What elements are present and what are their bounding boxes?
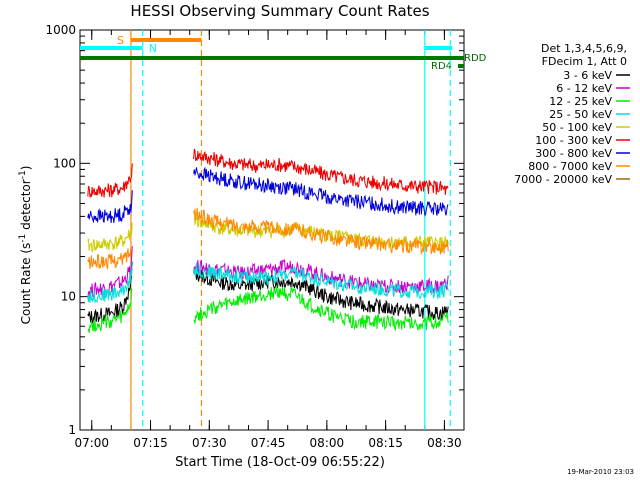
series-line — [193, 267, 449, 321]
legend-label: 50 - 100 keV — [542, 121, 612, 134]
legend-header-line-2: FDecim 1, Att 0 — [542, 55, 627, 68]
ylabel-sup: -1 — [18, 170, 28, 179]
plot-frame — [79, 29, 465, 431]
footer-timestamp: 19-Mar-2010 23:03 — [567, 468, 634, 476]
legend-header-line-1: Det 1,3,4,5,6,9, — [541, 42, 627, 55]
ylabel-sup: -1 — [18, 234, 28, 243]
x-tick-label: 07:00 — [74, 436, 109, 450]
legend-label: 12 - 25 keV — [549, 95, 612, 108]
series-line — [87, 246, 133, 299]
ylabel-part: detector — [19, 179, 33, 234]
y-tick-label: 1 — [68, 423, 76, 437]
x-tick-label: 07:45 — [251, 436, 286, 450]
legend-label: 7000 - 20000 keV — [514, 173, 612, 186]
legend-label: 800 - 7000 keV — [528, 160, 612, 173]
rd4-label: RD4 — [431, 61, 452, 72]
series-line — [193, 148, 449, 195]
series-line — [87, 261, 133, 324]
x-tick-label: 07:30 — [192, 436, 227, 450]
ylabel-part: Count Rate (s — [19, 243, 33, 325]
flag-label: N — [149, 42, 157, 55]
y-tick-label: 100 — [53, 156, 76, 170]
series-line — [87, 222, 133, 253]
chart-title: HESSI Observing Summary Count Rates — [130, 2, 429, 20]
flag-label: S — [117, 34, 124, 47]
legend-label: 3 - 6 keV — [563, 69, 612, 82]
legend-label: 100 - 300 keV — [535, 134, 612, 147]
series-line — [87, 190, 133, 224]
y-axis-label: Count Rate (s-1 detector-1) — [18, 166, 33, 325]
legend-label: 6 - 12 keV — [556, 82, 612, 95]
x-axis-label: Start Time (18-Oct-09 06:55:22) — [175, 455, 385, 470]
x-tick-label: 07:15 — [133, 436, 168, 450]
legend-label: 25 - 50 keV — [549, 108, 612, 121]
series-line — [193, 262, 449, 300]
series-line — [87, 163, 133, 198]
y-tick-label: 1000 — [45, 23, 76, 37]
series-line — [193, 166, 449, 217]
legend-label: 300 - 800 keV — [535, 147, 612, 160]
x-tick-label: 08:30 — [427, 436, 462, 450]
y-tick-label: 10 — [61, 290, 76, 304]
series-line — [193, 207, 449, 255]
ylabel-part: ) — [19, 166, 33, 171]
rdd-label: RDD — [464, 53, 487, 64]
x-tick-label: 08:15 — [368, 436, 403, 450]
series-line — [87, 287, 133, 333]
series-line — [87, 261, 133, 304]
x-tick-label: 08:00 — [310, 436, 345, 450]
plot-area: 1 10 100 1000 07:00 07:15 07:30 07:45 08:00 08:15… — [45, 23, 630, 450]
svg-text:Count Rate (s-1 detector-1): Count Rate (s-1 detector-1) — [18, 166, 33, 325]
series-line — [193, 285, 449, 332]
series-line — [87, 246, 133, 270]
